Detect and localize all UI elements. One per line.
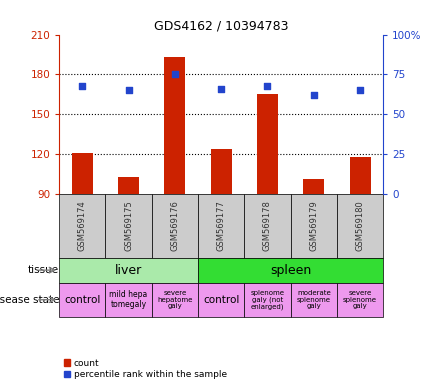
FancyBboxPatch shape [106, 194, 152, 258]
Point [357, 87, 364, 93]
Text: liver: liver [115, 264, 142, 276]
Text: GSM569176: GSM569176 [170, 200, 180, 251]
FancyBboxPatch shape [152, 283, 198, 317]
Text: severe
splenome
galy: severe splenome galy [343, 290, 377, 309]
Point [264, 83, 271, 89]
Point [171, 71, 178, 78]
Text: control: control [64, 295, 100, 305]
FancyBboxPatch shape [198, 258, 383, 283]
Text: disease state: disease state [0, 295, 59, 305]
Point [310, 92, 317, 98]
FancyBboxPatch shape [244, 194, 291, 258]
Text: control: control [203, 295, 240, 305]
FancyBboxPatch shape [337, 194, 383, 258]
Legend: count, percentile rank within the sample: count, percentile rank within the sample [64, 359, 227, 379]
Bar [164, 57, 185, 194]
Text: GSM569174: GSM569174 [78, 200, 87, 251]
Title: GDS4162 / 10394783: GDS4162 / 10394783 [154, 19, 289, 32]
Text: splenome
galy (not
enlarged): splenome galy (not enlarged) [251, 290, 285, 310]
FancyBboxPatch shape [106, 283, 152, 317]
Point [79, 83, 86, 89]
FancyBboxPatch shape [337, 283, 383, 317]
Text: GSM569178: GSM569178 [263, 200, 272, 251]
Bar [211, 149, 232, 194]
FancyBboxPatch shape [291, 194, 337, 258]
Text: tissue: tissue [28, 265, 59, 275]
Bar [350, 157, 371, 194]
Bar [118, 177, 139, 194]
Text: moderate
splenome
galy: moderate splenome galy [297, 290, 331, 309]
Bar [257, 94, 278, 194]
FancyBboxPatch shape [59, 258, 198, 283]
Text: GSM569175: GSM569175 [124, 200, 133, 251]
FancyBboxPatch shape [198, 283, 244, 317]
Text: spleen: spleen [270, 264, 311, 276]
FancyBboxPatch shape [291, 283, 337, 317]
FancyBboxPatch shape [244, 283, 291, 317]
FancyBboxPatch shape [198, 194, 244, 258]
FancyBboxPatch shape [152, 194, 198, 258]
Text: mild hepa
tomegaly: mild hepa tomegaly [110, 290, 148, 309]
Text: GSM569177: GSM569177 [217, 200, 226, 251]
Point [125, 87, 132, 93]
Text: GSM569179: GSM569179 [309, 200, 318, 251]
FancyBboxPatch shape [59, 194, 106, 258]
Point [218, 86, 225, 92]
Text: GSM569180: GSM569180 [356, 200, 364, 251]
Bar [304, 179, 324, 194]
FancyBboxPatch shape [59, 283, 106, 317]
Bar [72, 153, 93, 194]
Text: severe
hepatome
galy: severe hepatome galy [157, 290, 193, 309]
